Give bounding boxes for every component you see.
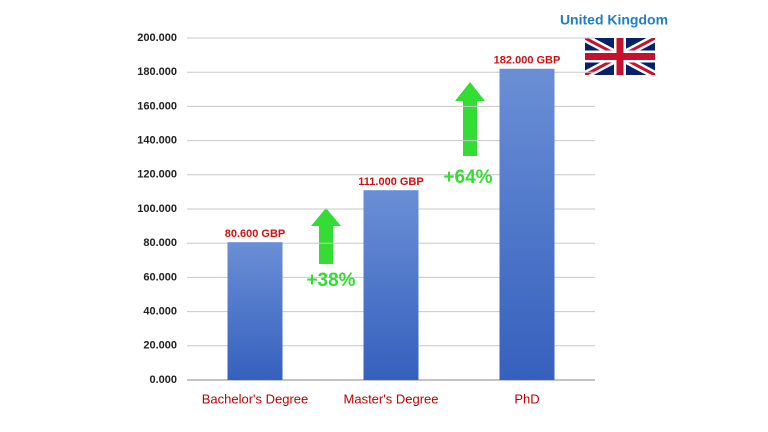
bar [227, 242, 283, 380]
y-tick-label: 180.000 [137, 66, 177, 78]
flag [585, 38, 655, 75]
bar [363, 190, 419, 380]
value-label: 80.600 GBP [225, 228, 286, 240]
x-tick-label: Master's Degree [344, 391, 439, 406]
y-tick-label: 160.000 [137, 100, 177, 112]
value-label: 111.000 GBP [358, 176, 423, 188]
y-tick-label: 120.000 [137, 169, 177, 181]
annotation: +64% [443, 167, 492, 188]
arrow [311, 82, 485, 264]
bar [499, 68, 555, 380]
chart-title: United Kingdom [560, 12, 668, 28]
y-tick-label: 60.000 [143, 271, 177, 283]
y-tick-label: 0.000 [149, 374, 177, 386]
y-tick-label: 100.000 [137, 203, 177, 215]
y-tick-label: 40.000 [143, 306, 177, 318]
y-tick-label: 200.000 [137, 32, 177, 44]
y-tick-label: 80.000 [143, 237, 177, 249]
value-label: 182.000 GBP [494, 55, 561, 67]
x-tick-label: Bachelor's Degree [202, 391, 309, 406]
y-tick-label: 140.000 [137, 135, 177, 147]
y-tick-label: 20.000 [143, 340, 177, 352]
annotation: +38% [306, 270, 355, 291]
x-tick-label: PhD [514, 391, 539, 406]
